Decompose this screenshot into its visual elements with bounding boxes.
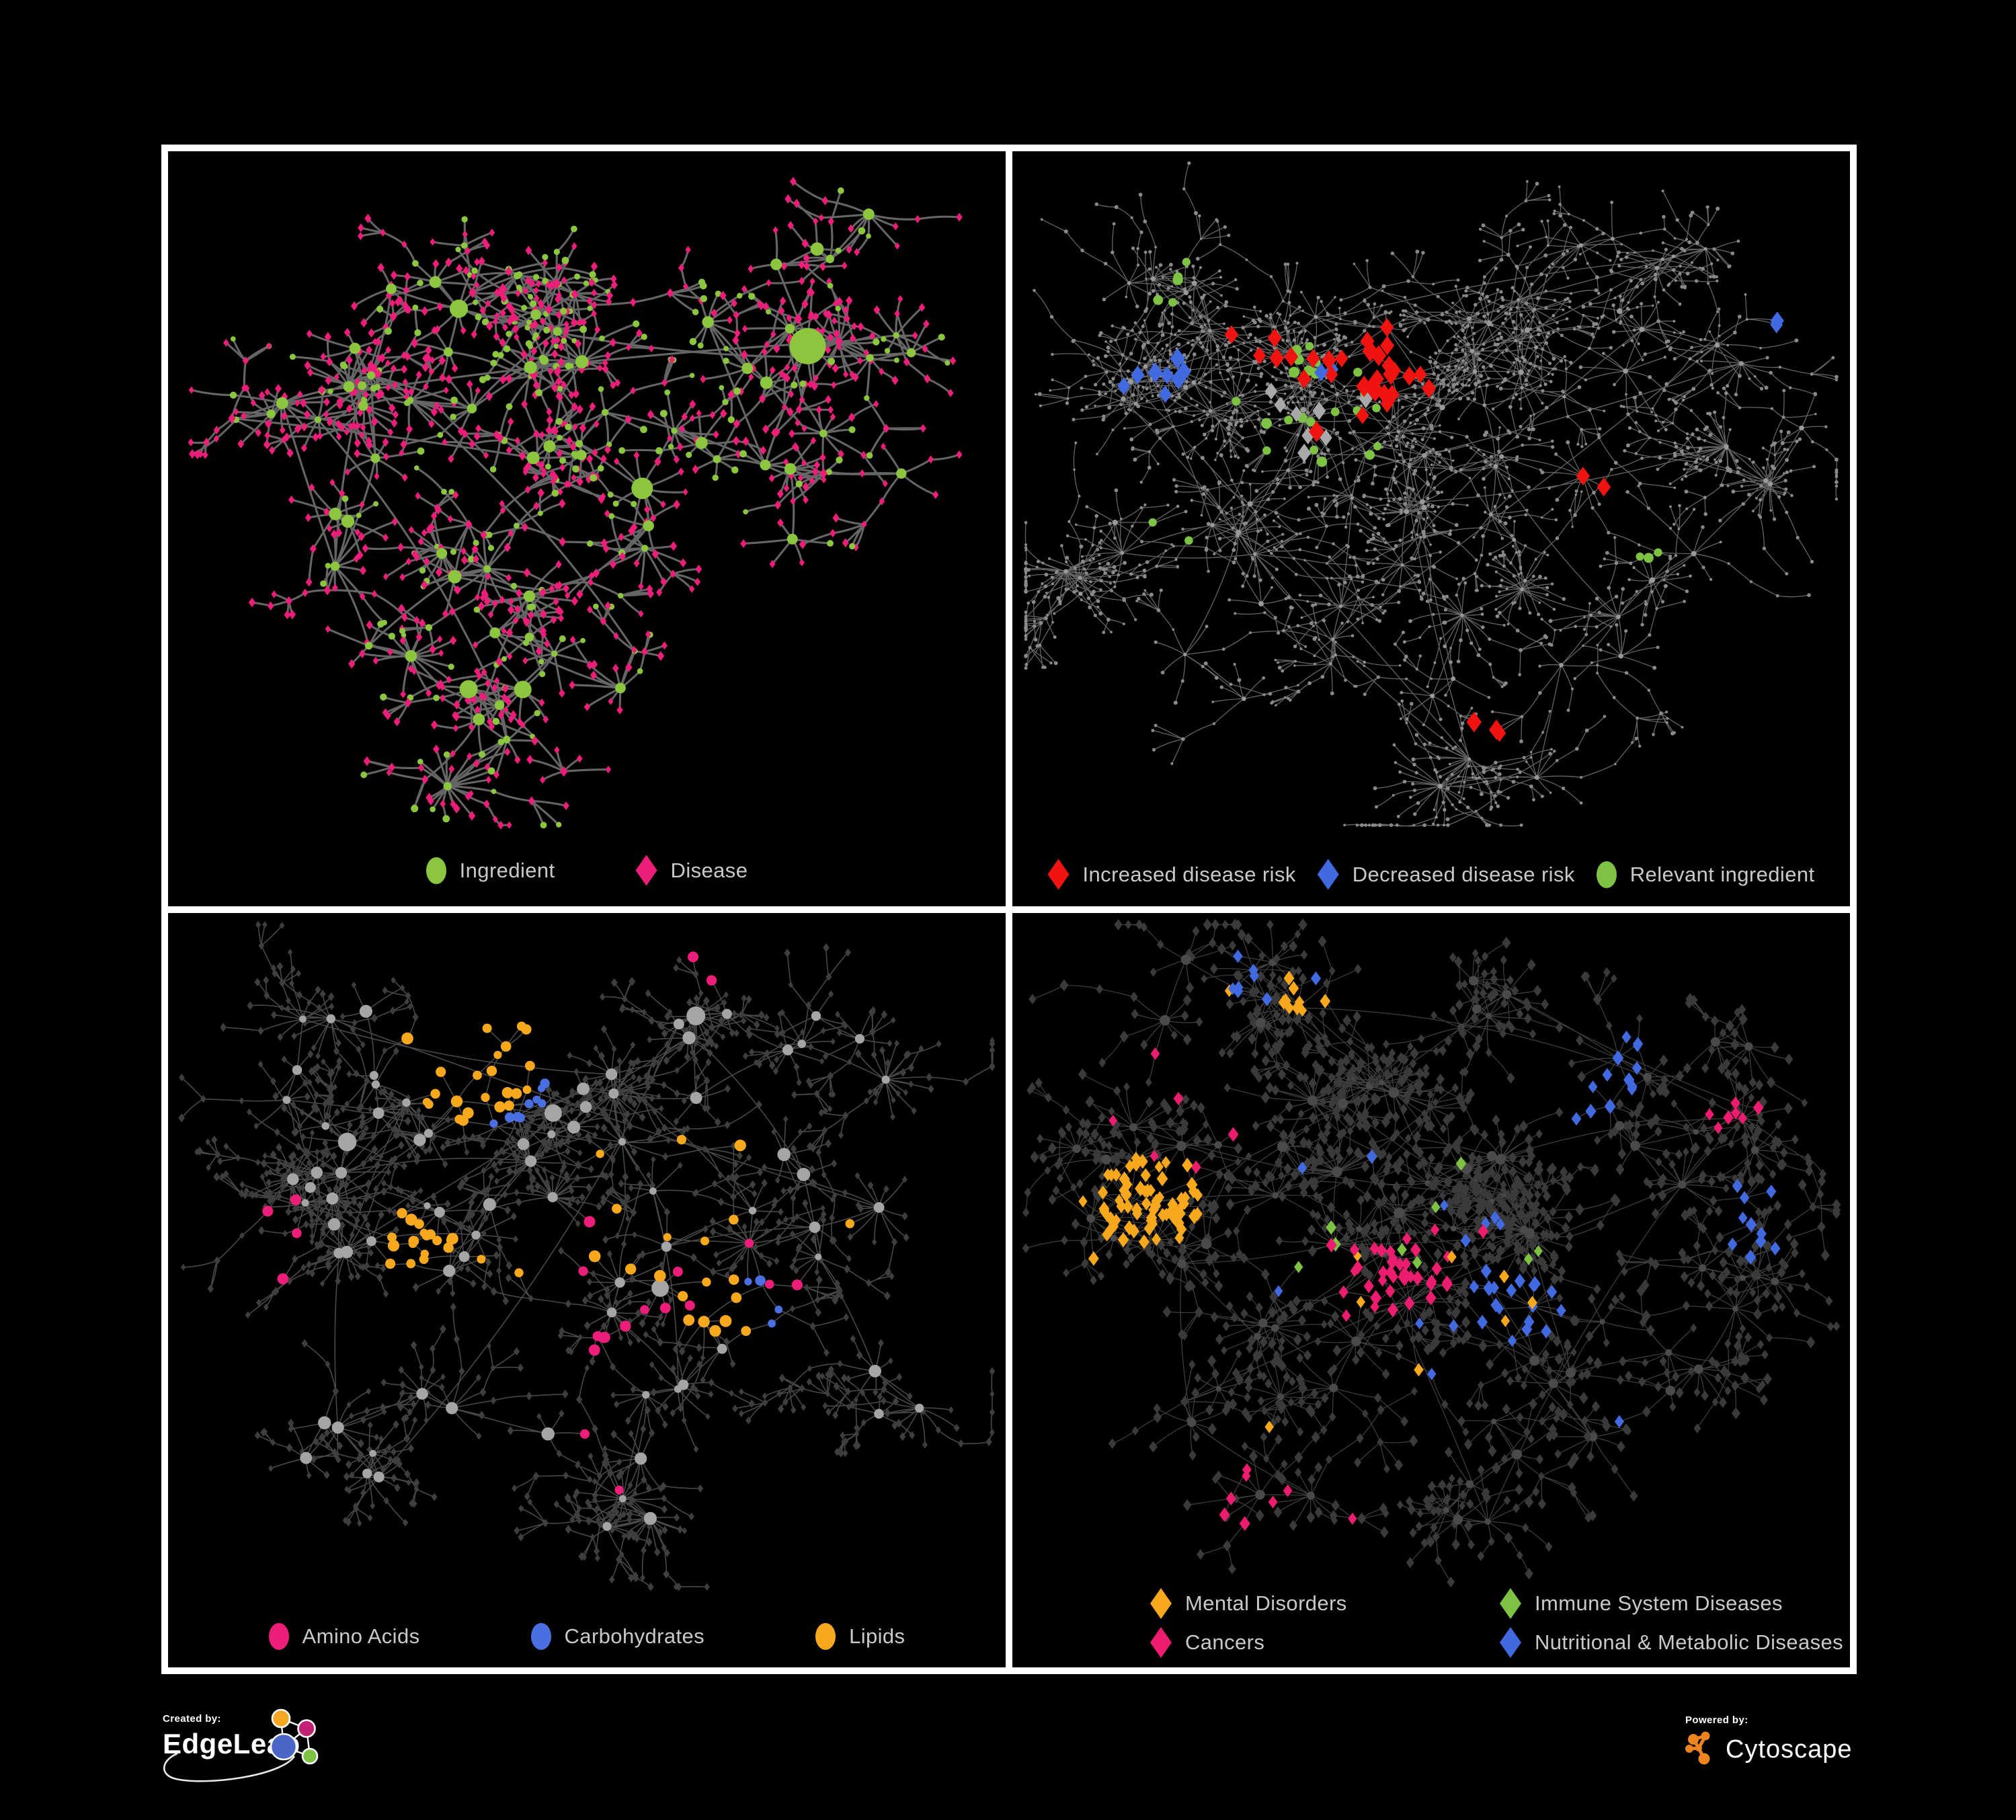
panel-grid: Ingredient Disease Increased disease risk…: [161, 145, 1857, 1674]
panel-macronutrients: Amino Acids Carbohydrates Lipids: [168, 912, 1006, 1667]
legend-item-ingredient: Ingredient: [426, 857, 555, 884]
circle-marker-icon: [530, 1623, 551, 1650]
edgeleap-node-green: [301, 1747, 319, 1765]
cytoscape-node: [1695, 1745, 1702, 1751]
edgeleap-node-blue: [270, 1733, 298, 1761]
legend-label: Lipids: [849, 1624, 905, 1648]
legend-item-immune-system-diseases: Immune System Diseases: [1500, 1588, 1843, 1619]
created-by-label: Created by:: [163, 1713, 221, 1725]
legend-label: Disease: [670, 858, 748, 882]
legend-item-increased-disease-risk: Increased disease risk: [1047, 859, 1296, 890]
legend-item-carbohydrates: Carbohydrates: [530, 1623, 705, 1650]
edgeleap-node-orange: [271, 1708, 291, 1729]
cytoscape-node: [1685, 1745, 1693, 1753]
legend-label: Immune System Diseases: [1535, 1591, 1783, 1615]
legend-label: Decreased disease risk: [1352, 862, 1575, 886]
legend-item-decreased-disease-risk: Decreased disease risk: [1317, 859, 1575, 890]
legend-label: Carbohydrates: [564, 1624, 705, 1648]
legend-macronutrients: Amino Acids Carbohydrates Lipids: [168, 1623, 1006, 1650]
cytoscape-wordmark: Cytoscape: [1726, 1735, 1853, 1764]
created-by-block: Created by: EdgeLeap: [163, 1708, 378, 1807]
ingredient-disease-network-canvas: [188, 177, 963, 830]
circle-marker-icon: [1596, 861, 1617, 888]
edgeleap-swoosh: [163, 1752, 296, 1782]
legend-disease-risk: Increased disease risk Decreased disease …: [1012, 859, 1850, 890]
legend-label: Nutritional & Metabolic Diseases: [1535, 1630, 1844, 1654]
macronutrient-network-canvas: [178, 920, 996, 1591]
diamond-marker-icon: [1500, 1588, 1521, 1619]
panel-disease-classes: Mental Disorders Immune System Diseases Ca…: [1012, 912, 1850, 1667]
powered-by-block: Powered by: Cytoscape: [1685, 1714, 1853, 1768]
powered-by-label: Powered by:: [1685, 1714, 1748, 1726]
cytoscape-node: [1688, 1734, 1699, 1745]
edgeleap-logo: [163, 1708, 319, 1782]
circle-marker-icon: [815, 1623, 836, 1650]
circle-marker-icon: [268, 1623, 289, 1650]
cytoscape-logo: [1685, 1731, 1710, 1765]
cytoscape-node: [1701, 1731, 1710, 1741]
diamond-marker-icon: [1150, 1627, 1172, 1658]
legend-item-amino-acids: Amino Acids: [268, 1623, 420, 1650]
edgeleap-node-magenta: [297, 1719, 316, 1738]
legend-item-nutritional-metabolic-diseases: Nutritional & Metabolic Diseases: [1500, 1627, 1843, 1658]
legend-item-mental-disorders: Mental Disorders: [1150, 1588, 1500, 1619]
legend-item-lipids: Lipids: [815, 1623, 905, 1650]
diamond-marker-icon: [635, 855, 657, 886]
legend-label: Cancers: [1185, 1630, 1265, 1654]
panel-ingredient-disease: Ingredient Disease: [168, 151, 1006, 906]
cytoscape-logo-row: Cytoscape: [1685, 1731, 1853, 1768]
diamond-marker-icon: [1317, 859, 1339, 890]
diamond-marker-icon: [1500, 1627, 1521, 1658]
legend-label: Mental Disorders: [1185, 1591, 1347, 1615]
legend-label: Ingredient: [459, 858, 555, 882]
cytoscape-node: [1698, 1753, 1710, 1765]
legend-ingredient-disease: Ingredient Disease: [168, 855, 1006, 886]
legend-disease-classes: Mental Disorders Immune System Diseases Ca…: [1150, 1588, 1843, 1658]
legend-item-disease: Disease: [635, 855, 748, 886]
circle-marker-icon: [426, 857, 446, 884]
legend-label: Amino Acids: [302, 1624, 420, 1648]
legend-label: Relevant ingredient: [1629, 862, 1815, 886]
diamond-marker-icon: [1047, 859, 1070, 890]
panel-disease-risk: Increased disease risk Decreased disease …: [1012, 151, 1850, 906]
legend-item-relevant-ingredient: Relevant ingredient: [1596, 861, 1815, 888]
disease-risk-network-canvas: [1024, 161, 1839, 828]
diamond-marker-icon: [1150, 1588, 1172, 1619]
legend-label: Increased disease risk: [1082, 862, 1296, 886]
legend-item-cancers: Cancers: [1150, 1627, 1500, 1658]
disease-class-network-canvas: [1022, 918, 1841, 1587]
